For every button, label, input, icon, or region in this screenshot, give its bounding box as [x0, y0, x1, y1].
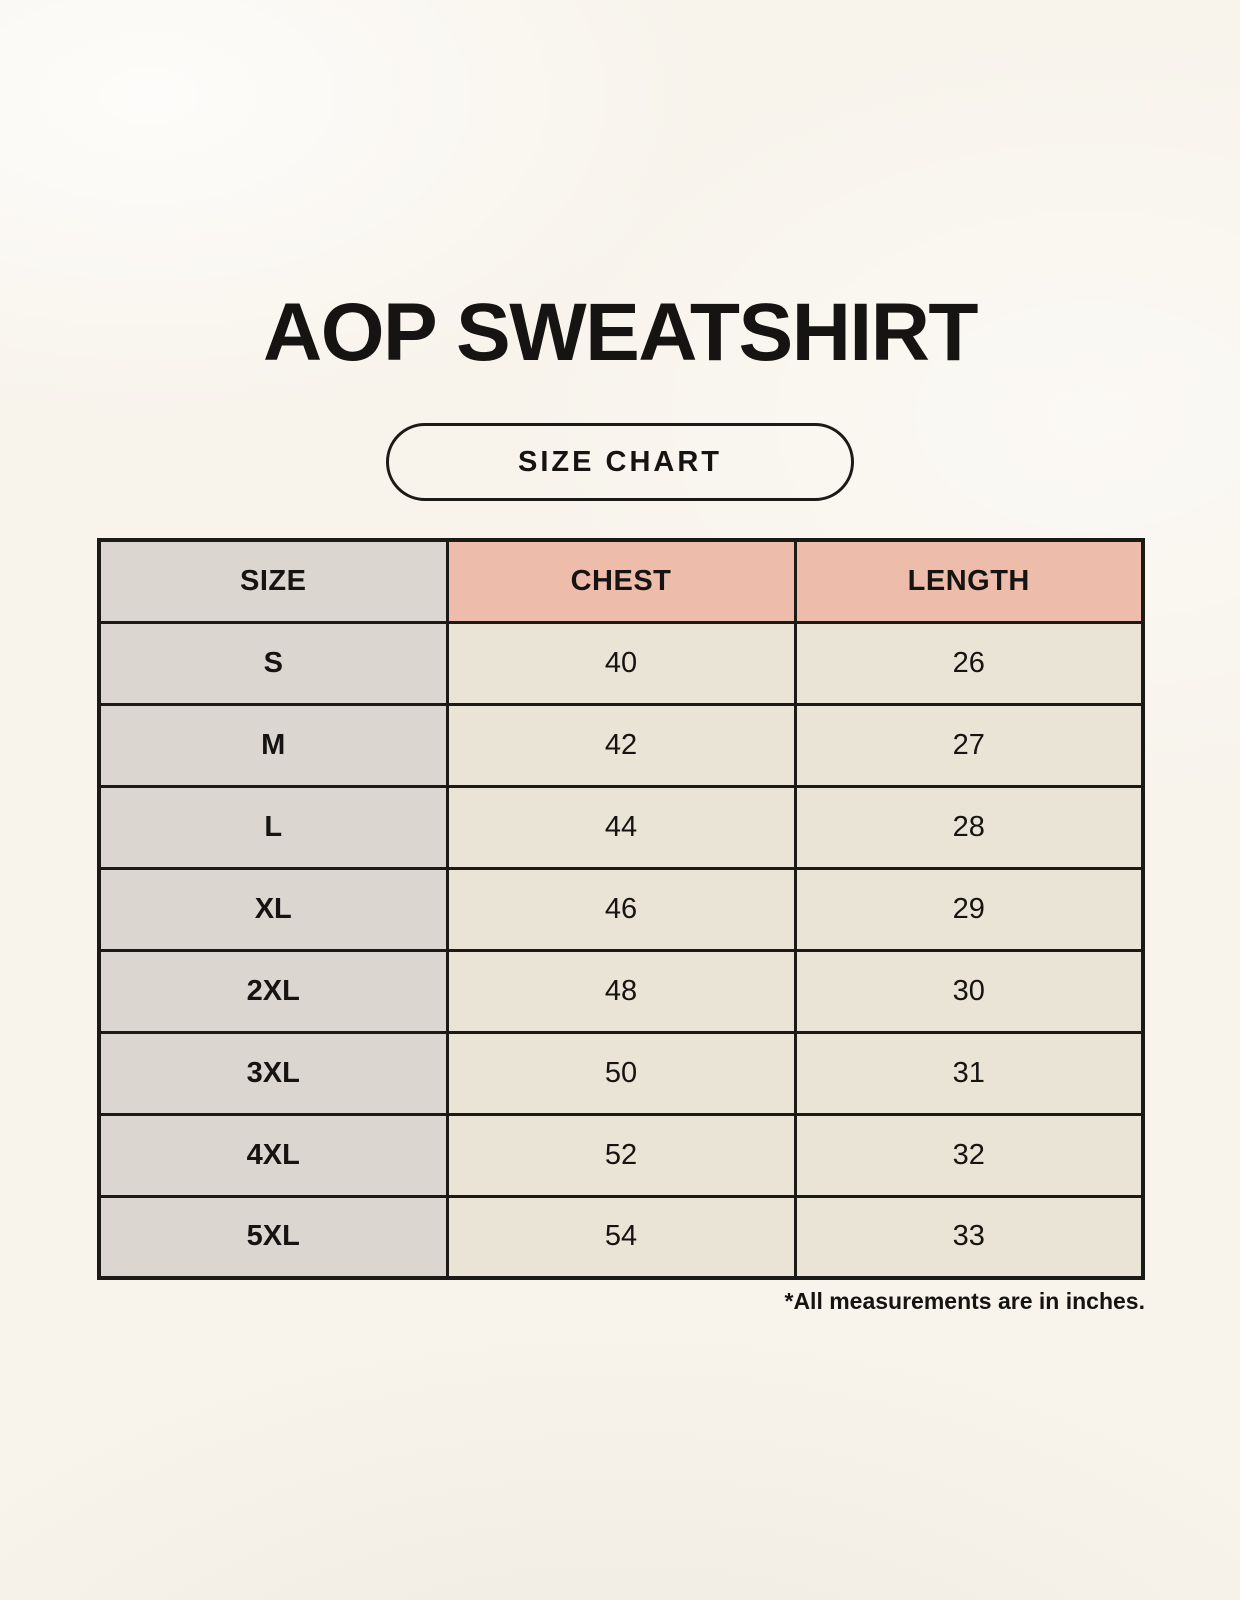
size-table: SIZE CHEST LENGTH S 40 26 M 42 27 L 44 28 XL 46 29 2… — [97, 538, 1145, 1280]
table-row: S 40 26 — [97, 620, 1145, 706]
table-row: 4XL 52 32 — [97, 1112, 1145, 1198]
size-table-body: S 40 26 M 42 27 L 44 28 XL 46 29 2XL 48 30 3XL 50 31 4XL 52… — [97, 620, 1145, 1280]
chest-cell: 54 — [445, 1194, 797, 1280]
chest-cell: 44 — [445, 784, 797, 870]
chest-cell: 42 — [445, 702, 797, 788]
length-cell: 32 — [793, 1112, 1145, 1198]
table-row: 5XL 54 33 — [97, 1194, 1145, 1280]
size-chart-badge: SIZE CHART — [386, 423, 854, 501]
chest-cell: 48 — [445, 948, 797, 1034]
column-header-length: LENGTH — [793, 538, 1145, 624]
length-cell: 33 — [793, 1194, 1145, 1280]
page-title: AOP SWEATSHIRT — [263, 287, 979, 378]
table-row: 2XL 48 30 — [97, 948, 1145, 1034]
length-cell: 31 — [793, 1030, 1145, 1116]
length-cell: 30 — [793, 948, 1145, 1034]
size-cell: S — [97, 620, 449, 706]
chest-cell: 46 — [445, 866, 797, 952]
size-chart-badge-label: SIZE CHART — [518, 445, 722, 478]
size-cell: 5XL — [97, 1194, 449, 1280]
length-cell: 28 — [793, 784, 1145, 870]
length-cell: 27 — [793, 702, 1145, 788]
measurement-note: *All measurements are in inches. — [784, 1288, 1146, 1314]
length-cell: 26 — [793, 620, 1145, 706]
size-cell: XL — [97, 866, 449, 952]
size-cell: 4XL — [97, 1112, 449, 1198]
size-cell: 2XL — [97, 948, 449, 1034]
column-header-chest: CHEST — [445, 538, 797, 624]
chest-cell: 52 — [445, 1112, 797, 1198]
table-header-row: SIZE CHEST LENGTH — [97, 538, 1145, 624]
chest-cell: 50 — [445, 1030, 797, 1116]
table-row: XL 46 29 — [97, 866, 1145, 952]
size-cell: 3XL — [97, 1030, 449, 1116]
table-row: 3XL 50 31 — [97, 1030, 1145, 1116]
length-cell: 29 — [793, 866, 1145, 952]
size-cell: L — [97, 784, 449, 870]
chest-cell: 40 — [445, 620, 797, 706]
table-row: M 42 27 — [97, 702, 1145, 788]
size-cell: M — [97, 702, 449, 788]
table-row: L 44 28 — [97, 784, 1145, 870]
column-header-size: SIZE — [97, 538, 449, 624]
